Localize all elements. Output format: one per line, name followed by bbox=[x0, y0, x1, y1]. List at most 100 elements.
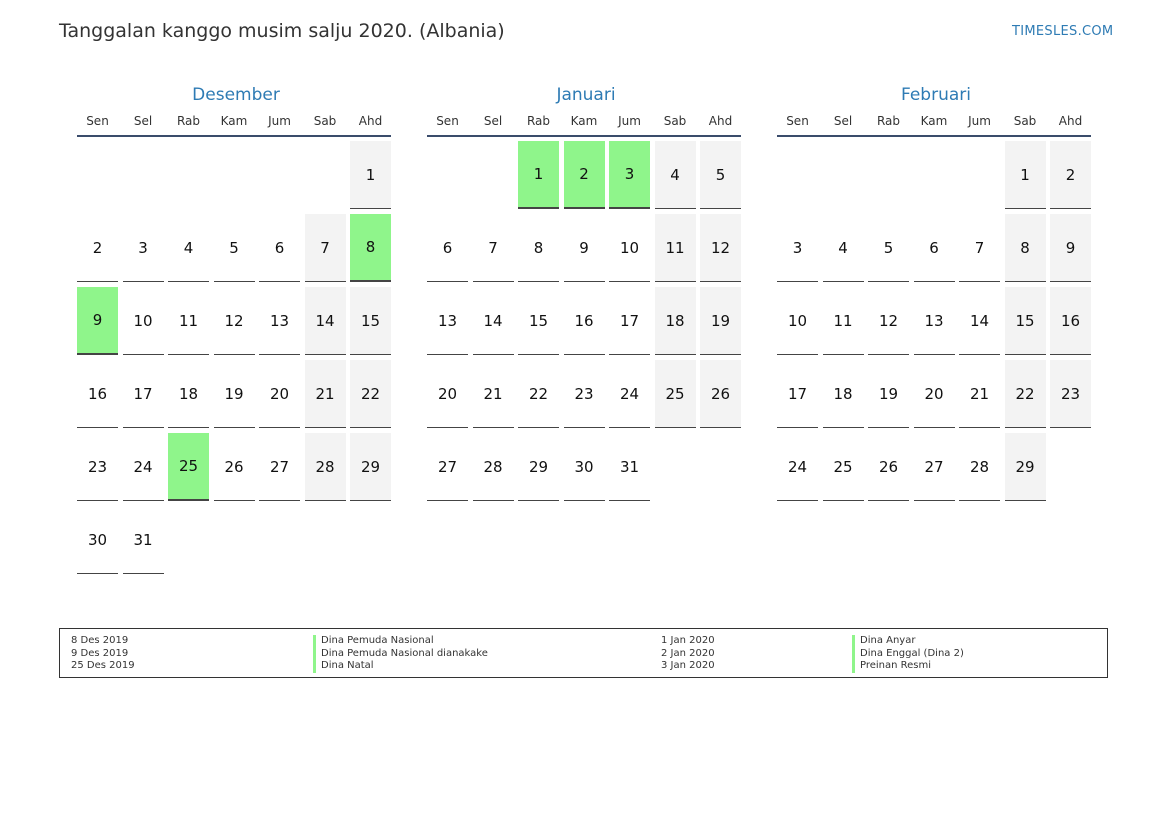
day-cell: 23 bbox=[77, 433, 118, 501]
day-grid: 1 2 3 4 5 6 7 8 9 10 11 12 13 14 15 16 17 18 19 20 21 22 23 24 2… bbox=[427, 141, 745, 581]
month-name: Desember bbox=[192, 85, 280, 105]
day-cell: 6 bbox=[259, 214, 300, 282]
day-cell: 11 bbox=[822, 287, 864, 355]
day-cell: 26 bbox=[868, 433, 909, 501]
weekday-label: Rab bbox=[526, 114, 551, 128]
weekday-label: Sen bbox=[436, 114, 459, 128]
day-cell: 24 bbox=[777, 433, 818, 501]
day-cell: 8 bbox=[518, 214, 559, 282]
day-cell: 31 bbox=[122, 506, 164, 574]
weekday-label: Rab bbox=[176, 114, 201, 128]
day-cell: 24 bbox=[609, 360, 650, 428]
brand-link[interactable]: TIMESLES.COM bbox=[1012, 24, 1114, 39]
day-cell: 5 bbox=[213, 214, 255, 282]
day-cell: 12 bbox=[868, 287, 909, 355]
weekday-label: Rab bbox=[876, 114, 901, 128]
day-cell: 19 bbox=[213, 360, 255, 428]
day-cell: 25 bbox=[654, 360, 696, 428]
day-cell: 5 bbox=[700, 141, 741, 209]
holiday-day-cell: 3 bbox=[609, 141, 650, 209]
legend-date: 9 Des 2019 bbox=[71, 647, 129, 659]
weekday-label: Jum bbox=[968, 114, 991, 128]
day-grid: 1 2 3 4 5 6 7 8 9 10 11 12 13 14 15 16 17 18 19 20 21 22 23 24 2… bbox=[77, 141, 395, 581]
day-cell: 15 bbox=[350, 287, 391, 355]
day-cell: 3 bbox=[122, 214, 164, 282]
weekday-label: Ahd bbox=[358, 114, 383, 128]
day-cell: 26 bbox=[700, 360, 741, 428]
weekday-label: Sel bbox=[483, 114, 503, 128]
day-cell: 10 bbox=[777, 287, 818, 355]
day-cell: 22 bbox=[518, 360, 559, 428]
day-cell: 24 bbox=[122, 433, 164, 501]
day-cell: 2 bbox=[77, 214, 118, 282]
day-cell: 5 bbox=[868, 214, 909, 282]
day-cell: 21 bbox=[472, 360, 514, 428]
day-cell: 15 bbox=[518, 287, 559, 355]
day-cell: 9 bbox=[563, 214, 605, 282]
day-cell: 19 bbox=[700, 287, 741, 355]
day-cell: 7 bbox=[304, 214, 346, 282]
day-cell: 27 bbox=[913, 433, 955, 501]
holiday-day-cell: 1 bbox=[518, 141, 559, 209]
day-cell: 14 bbox=[959, 287, 1000, 355]
legend-holiday-name: Dina Pemuda Nasional bbox=[313, 635, 488, 648]
weekday-label: Ahd bbox=[708, 114, 733, 128]
holiday-day-cell: 8 bbox=[350, 214, 391, 282]
weekday-label: Sel bbox=[133, 114, 153, 128]
day-cell: 10 bbox=[122, 287, 164, 355]
day-cell: 27 bbox=[427, 433, 468, 501]
day-cell: 12 bbox=[700, 214, 741, 282]
day-cell: 7 bbox=[472, 214, 514, 282]
header-rule bbox=[77, 135, 391, 137]
day-cell: 16 bbox=[563, 287, 605, 355]
day-cell: 2 bbox=[1050, 141, 1091, 209]
weekday-label: Kam bbox=[920, 114, 948, 128]
header-rule bbox=[777, 135, 1091, 137]
holiday-legend: 8 Des 2019 9 Des 2019 25 Des 2019 Dina P… bbox=[59, 628, 1108, 678]
day-cell: 13 bbox=[913, 287, 955, 355]
day-cell: 25 bbox=[822, 433, 864, 501]
weekday-label: Sel bbox=[833, 114, 853, 128]
legend-date: 25 Des 2019 bbox=[71, 660, 135, 671]
legend-holiday-name: Dina Natal bbox=[313, 660, 488, 673]
weekday-header: Sen Sel Rab Kam Jum Sab Ahd bbox=[427, 113, 745, 129]
weekday-label: Kam bbox=[570, 114, 598, 128]
day-cell: 18 bbox=[654, 287, 696, 355]
legend-dates-left: 8 Des 2019 9 Des 2019 25 Des 2019 bbox=[71, 635, 135, 673]
day-cell: 20 bbox=[259, 360, 300, 428]
day-cell: 12 bbox=[213, 287, 255, 355]
day-cell: 23 bbox=[563, 360, 605, 428]
weekday-header: Sen Sel Rab Kam Jum Sab Ahd bbox=[77, 113, 395, 129]
weekday-label: Jum bbox=[618, 114, 641, 128]
weekday-header: Sen Sel Rab Kam Jum Sab Ahd bbox=[777, 113, 1095, 129]
header-rule bbox=[427, 135, 741, 137]
legend-holiday-name: Dina Anyar bbox=[852, 635, 964, 648]
day-cell: 14 bbox=[472, 287, 514, 355]
day-cell: 13 bbox=[427, 287, 468, 355]
day-cell: 28 bbox=[959, 433, 1000, 501]
legend-holiday-name: Dina Pemuda Nasional dianakake bbox=[313, 647, 488, 660]
weekday-label: Sab bbox=[313, 114, 337, 128]
day-cell: 23 bbox=[1050, 360, 1091, 428]
legend-holiday-name: Preinan Resmi bbox=[852, 660, 964, 673]
legend-names-right: Dina Anyar Dina Enggal (Dina 2) Preinan … bbox=[852, 635, 964, 673]
weekday-label: Jum bbox=[268, 114, 291, 128]
day-cell: 14 bbox=[304, 287, 346, 355]
day-cell: 13 bbox=[259, 287, 300, 355]
day-cell: 27 bbox=[259, 433, 300, 501]
day-cell: 18 bbox=[168, 360, 209, 428]
day-cell: 6 bbox=[913, 214, 955, 282]
day-cell: 22 bbox=[1004, 360, 1046, 428]
day-cell: 21 bbox=[304, 360, 346, 428]
day-cell: 28 bbox=[304, 433, 346, 501]
day-cell: 31 bbox=[609, 433, 650, 501]
day-cell: 29 bbox=[350, 433, 391, 501]
weekday-label: Sen bbox=[786, 114, 809, 128]
day-cell: 30 bbox=[77, 506, 118, 574]
day-cell: 20 bbox=[913, 360, 955, 428]
weekday-label: Sab bbox=[663, 114, 687, 128]
day-cell: 19 bbox=[868, 360, 909, 428]
day-cell: 15 bbox=[1004, 287, 1046, 355]
